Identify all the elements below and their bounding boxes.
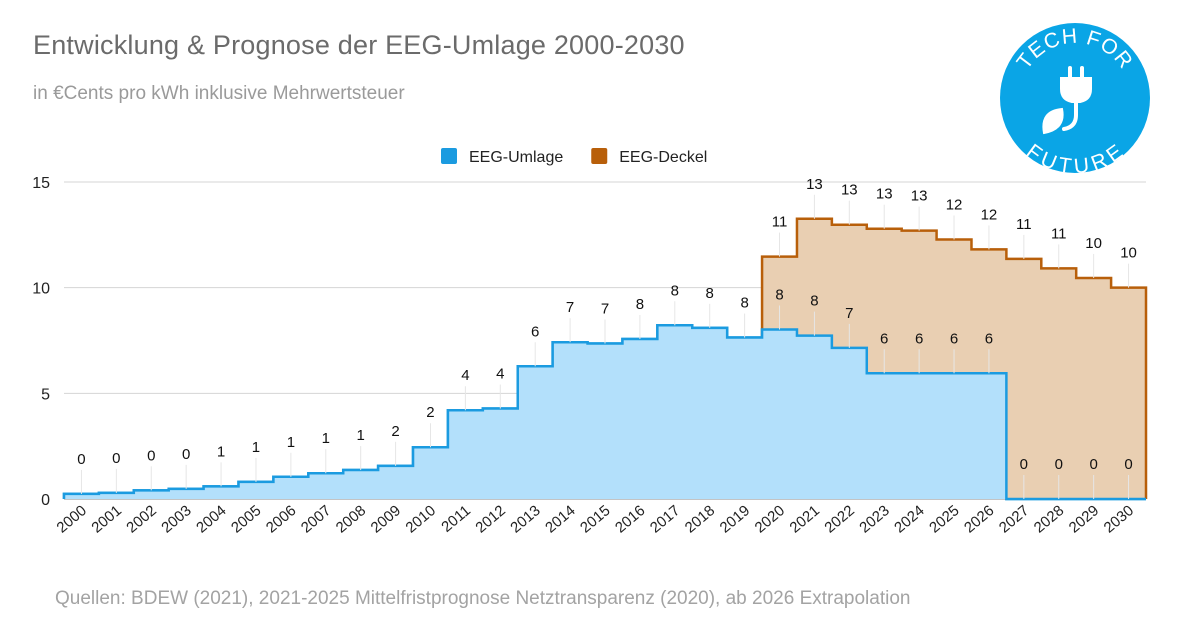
legend-swatch-0: [441, 148, 457, 164]
data-label: 1: [217, 443, 225, 460]
data-label: 0: [147, 447, 155, 464]
y-tick-label: 5: [41, 386, 50, 403]
data-label: 8: [740, 295, 748, 312]
label-connectors: [80, 194, 1130, 499]
legend-label-1: EEG-Deckel: [619, 149, 707, 166]
data-label: 0: [1055, 456, 1063, 473]
data-label: 1: [252, 439, 260, 456]
data-label: 6: [985, 330, 993, 347]
x-tick-label: 2010: [403, 502, 439, 536]
source-note: Quellen: BDEW (2021), 2021-2025 Mittelfr…: [55, 588, 911, 609]
chart-areas: [62, 217, 1148, 501]
y-axis: 0 5 10 15: [32, 175, 50, 509]
x-tick-label: 2014: [542, 502, 578, 536]
x-tick-label: 2029: [1066, 502, 1102, 536]
x-tick-label: 2017: [647, 502, 683, 536]
x-tick-label: 2006: [263, 502, 299, 536]
data-label: 0: [182, 446, 190, 463]
data-label: 0: [112, 450, 120, 467]
x-tick-label: 2001: [88, 502, 124, 536]
series-line-top: [62, 324, 1146, 501]
data-label: 8: [706, 285, 714, 302]
data-label: 2: [391, 423, 399, 440]
series-area-top: [64, 325, 1146, 499]
x-tick-label: 2003: [158, 502, 194, 536]
x-tick-label: 2026: [961, 502, 997, 536]
x-tick-label: 2009: [368, 502, 404, 536]
x-tick-label: 2021: [786, 502, 822, 536]
data-label: 6: [880, 330, 888, 347]
data-label: 6: [531, 323, 539, 340]
tech-for-future-logo: TECH FOR FUTURE: [1000, 23, 1150, 173]
x-tick-label: 2028: [1031, 502, 1067, 536]
data-label: 0: [77, 451, 85, 468]
x-tick-label: 2000: [54, 502, 90, 536]
x-tick-label: 2002: [123, 502, 159, 536]
x-tick-label: 2018: [682, 502, 718, 536]
data-label: 12: [981, 206, 998, 223]
data-label: 7: [566, 299, 574, 316]
y-tick-label: 0: [41, 492, 50, 509]
data-label: 1: [322, 430, 330, 447]
data-label: 0: [1089, 456, 1097, 473]
x-tick-label: 2008: [333, 502, 369, 536]
y-tick-label: 15: [32, 175, 50, 192]
x-tick-label: 2024: [891, 502, 927, 536]
data-label: 10: [1085, 235, 1102, 252]
data-label: 8: [775, 287, 783, 304]
data-label: 11: [1051, 225, 1067, 242]
x-tick-label: 2011: [438, 502, 474, 536]
chart-title: Entwicklung & Prognose der EEG-Umlage 20…: [33, 30, 685, 60]
x-tick-label: 2027: [996, 502, 1032, 536]
data-label: 13: [876, 186, 893, 203]
data-label: 11: [1016, 216, 1032, 233]
x-tick-label: 2022: [821, 502, 857, 536]
data-label: 11: [772, 214, 788, 231]
x-tick-label: 2023: [856, 502, 892, 536]
x-tick-label: 2030: [1101, 502, 1137, 536]
data-label: 12: [946, 196, 963, 213]
data-label: 4: [461, 367, 469, 384]
data-label: 0: [1020, 456, 1028, 473]
x-tick-label: 2012: [472, 502, 508, 536]
plug-leaf-icon: [1042, 66, 1092, 135]
data-label: 7: [845, 305, 853, 322]
x-tick-label: 2016: [612, 502, 648, 536]
x-tick-label: 2019: [717, 502, 753, 536]
x-tick-label: 2004: [193, 502, 229, 536]
chart-subtitle: in €Cents pro kWh inklusive Mehrwertsteu…: [33, 83, 405, 104]
x-tick-label: 2007: [298, 502, 334, 536]
data-label: 1: [287, 434, 295, 451]
data-label: 13: [911, 188, 928, 205]
x-tick-label: 2020: [752, 502, 788, 536]
x-tick-label: 2005: [228, 502, 264, 536]
x-tick-label: 2025: [926, 502, 962, 536]
data-label: 8: [671, 282, 679, 299]
legend-swatch-1: [591, 148, 608, 164]
data-label: 6: [915, 330, 923, 347]
data-label: 13: [806, 176, 823, 193]
legend-label-0: EEG-Umlage: [469, 149, 563, 166]
data-label: 2: [426, 404, 434, 421]
x-tick-label: 2015: [577, 502, 613, 536]
legend: EEG-Umlage EEG-Deckel: [441, 148, 707, 166]
data-label: 1: [357, 427, 365, 444]
data-label: 8: [810, 293, 818, 310]
data-label: 6: [950, 330, 958, 347]
series-line-1: [760, 217, 1148, 499]
y-tick-label: 10: [32, 281, 50, 298]
data-label: 10: [1120, 245, 1137, 262]
data-label: 13: [841, 182, 858, 199]
data-label: 8: [636, 296, 644, 313]
data-label: 7: [601, 300, 609, 317]
data-label: 4: [496, 366, 504, 383]
data-label: 0: [1124, 456, 1132, 473]
x-axis: 2000200120022003200420052006200720082009…: [54, 502, 1138, 536]
x-tick-label: 2013: [507, 502, 543, 536]
